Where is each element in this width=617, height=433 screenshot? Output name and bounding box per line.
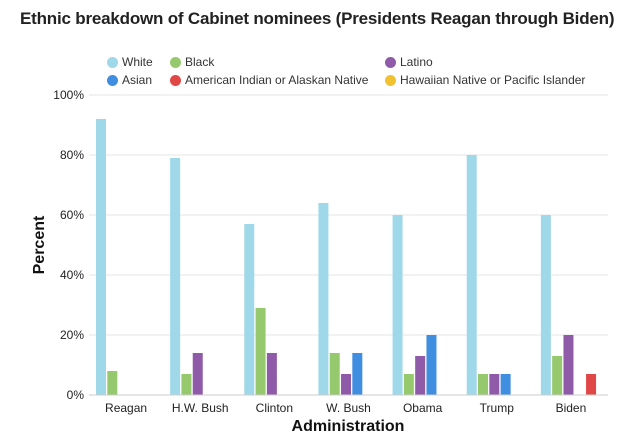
y-axis-title: Percent [31, 215, 48, 274]
bar-obama-white[interactable] [392, 215, 403, 395]
bar-clinton-black[interactable] [255, 308, 266, 395]
bar-trump-asian[interactable] [500, 374, 511, 395]
bar-trump-black[interactable] [478, 374, 489, 395]
bar-trump-latino[interactable] [489, 374, 500, 395]
bar-biden-latino[interactable] [563, 335, 574, 395]
x-tick-label: H.W. Bush [172, 401, 229, 415]
bar-h-w-bush-latino[interactable] [192, 353, 203, 395]
bar-obama-black[interactable] [403, 374, 414, 395]
legend-label-american-indian: American Indian or Alaskan Native [185, 73, 369, 87]
bar-reagan-black[interactable] [107, 371, 118, 395]
legend-item-latino[interactable]: Latino [385, 55, 433, 69]
bar-w-bush-white[interactable] [318, 203, 329, 395]
legend-label-white: White [122, 55, 153, 69]
legend: White Black Latino Asian American Indian… [0, 0, 617, 95]
legend-item-white[interactable]: White [107, 55, 153, 69]
x-tick-label: Clinton [256, 401, 293, 415]
bar-clinton-white[interactable] [244, 224, 255, 395]
bars [96, 119, 597, 395]
bar-biden-american[interactable] [586, 374, 597, 395]
legend-swatch-hawaiian [385, 74, 396, 86]
legend-swatch-asian [107, 74, 118, 86]
gridlines [89, 94, 608, 396]
legend-item-asian[interactable]: Asian [107, 73, 152, 87]
x-axis-title: Administration [292, 418, 405, 433]
legend-label-latino: Latino [400, 55, 433, 69]
bar-w-bush-asian[interactable] [352, 353, 363, 395]
y-tick-labels: 0% 20% 40% 60% 80% 100% [53, 88, 84, 402]
legend-swatch-american-indian [170, 74, 181, 86]
bar-obama-latino[interactable] [415, 356, 426, 395]
bar-biden-white[interactable] [540, 215, 551, 395]
y-tick-label: 80% [60, 148, 84, 162]
bar-h-w-bush-white[interactable] [170, 158, 181, 395]
bar-w-bush-latino[interactable] [341, 374, 352, 395]
bar-biden-black[interactable] [552, 356, 563, 395]
legend-item-american-indian[interactable]: American Indian or Alaskan Native [170, 73, 368, 87]
legend-label-black: Black [185, 55, 215, 69]
legend-swatch-white [107, 56, 118, 68]
x-tick-labels: Reagan H.W. Bush Clinton W. Bush Obama Trump B… [105, 401, 586, 415]
y-tick-label: 100% [53, 88, 84, 102]
x-tick-label: W. Bush [326, 401, 371, 415]
legend-swatch-latino [385, 56, 396, 68]
legend-item-hawaiian[interactable]: Hawaiian Native or Pacific Islander [385, 73, 585, 87]
bar-w-bush-black[interactable] [329, 353, 340, 395]
bar-h-w-bush-black[interactable] [181, 374, 192, 395]
y-tick-label: 0% [67, 388, 85, 402]
bar-reagan-white[interactable] [96, 119, 106, 395]
x-tick-label: Obama [403, 401, 443, 415]
bar-obama-asian[interactable] [426, 335, 437, 395]
legend-item-black[interactable]: Black [170, 55, 214, 69]
x-tick-label: Reagan [105, 401, 147, 415]
x-tick-label: Biden [556, 401, 587, 415]
legend-swatch-black [170, 56, 181, 68]
bar-clinton-latino[interactable] [266, 353, 277, 395]
bar-trump-white[interactable] [466, 155, 477, 395]
y-tick-label: 40% [60, 268, 84, 282]
y-tick-label: 20% [60, 328, 84, 342]
legend-label-hawaiian: Hawaiian Native or Pacific Islander [400, 73, 586, 87]
y-tick-label: 60% [60, 208, 84, 222]
legend-label-asian: Asian [122, 73, 153, 87]
chart-title: Ethnic breakdown of Cabinet nominees (Pr… [20, 9, 615, 28]
x-tick-label: Trump [480, 401, 515, 415]
